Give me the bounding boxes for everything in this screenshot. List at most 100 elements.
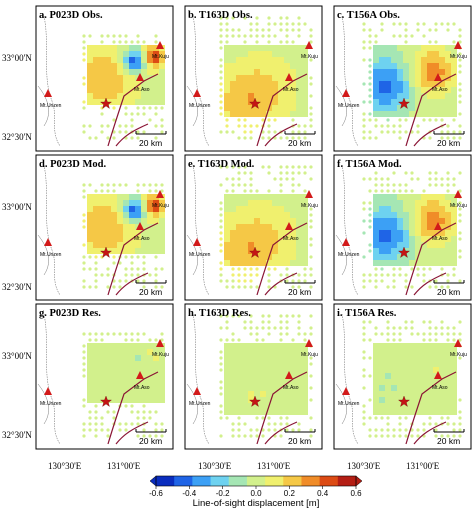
displacement-cell (302, 373, 308, 379)
displacement-point (255, 189, 259, 193)
displacement-cell (236, 397, 242, 403)
displacement-point (82, 267, 86, 271)
displacement-cell (224, 105, 230, 111)
displacement-point (386, 332, 390, 336)
displacement-point (118, 285, 122, 289)
panel-map (37, 313, 165, 445)
displacement-point (446, 338, 450, 342)
displacement-cell (373, 367, 379, 373)
panel-title: e. T163D Mod. (188, 159, 255, 170)
displacement-cell (272, 51, 278, 57)
displacement-cell (278, 391, 284, 397)
displacement-point (452, 40, 456, 44)
displacement-cell (230, 343, 236, 349)
displacement-cell (242, 57, 248, 63)
volcano-aso-icon (434, 222, 442, 230)
displacement-cell (242, 397, 248, 403)
scale-bar-label: 20 km (139, 287, 162, 297)
displacement-cell (439, 87, 445, 93)
displacement-cell (397, 87, 403, 93)
displacement-cell (296, 242, 302, 248)
displacement-point (82, 356, 86, 360)
displacement-point (458, 58, 462, 62)
displacement-cell (87, 391, 93, 397)
displacement-cell (260, 218, 266, 224)
displacement-point (458, 100, 462, 104)
displacement-point (124, 106, 128, 110)
displacement-point (142, 332, 146, 336)
displacement-point (404, 28, 408, 32)
displacement-point (154, 410, 158, 414)
displacement-cell (415, 194, 421, 200)
displacement-point (410, 428, 414, 432)
displacement-point (386, 422, 390, 426)
displacement-cell (254, 385, 260, 391)
displacement-cell (248, 200, 254, 206)
colorbar-tick-label: -0.2 (216, 489, 230, 498)
displacement-cell (290, 403, 296, 409)
displacement-point (458, 136, 462, 140)
displacement-point (285, 34, 289, 38)
displacement-point (219, 410, 223, 414)
displacement-cell (373, 93, 379, 99)
coastline-peninsula (186, 85, 198, 127)
displacement-cell (105, 57, 111, 63)
displacement-cell (290, 361, 296, 367)
displacement-cell (272, 194, 278, 200)
displacement-cell (147, 194, 153, 200)
displacement-cell (427, 224, 433, 230)
displacement-point (458, 207, 462, 211)
displacement-cell (409, 212, 415, 218)
displacement-cell (427, 242, 433, 248)
displacement-cell (278, 355, 284, 361)
displacement-cell (421, 373, 427, 379)
displacement-cell (248, 385, 254, 391)
displacement-cell (111, 361, 117, 367)
displacement-cell (397, 200, 403, 206)
displacement-cell (421, 379, 427, 385)
displacement-point (398, 118, 402, 122)
displacement-cell (445, 57, 451, 63)
displacement-point (446, 326, 450, 330)
displacement-point (225, 34, 229, 38)
displacement-point (309, 112, 313, 116)
displacement-point (279, 28, 283, 32)
displacement-cell (123, 236, 129, 242)
displacement-point (82, 195, 86, 199)
displacement-point (392, 171, 396, 175)
displacement-cell (266, 218, 272, 224)
displacement-point (279, 338, 283, 342)
displacement-point (428, 332, 432, 336)
displacement-cell (409, 409, 415, 415)
displacement-point (410, 285, 414, 289)
displacement-cell (266, 75, 272, 81)
displacement-cell (135, 343, 141, 349)
lat-label-row1-33: 33°00'N (2, 53, 32, 63)
displacement-cell (427, 355, 433, 361)
displacement-point (94, 332, 98, 336)
displacement-cell (451, 367, 457, 373)
displacement-cell (415, 343, 421, 349)
displacement-point (237, 314, 241, 318)
displacement-cell (254, 242, 260, 248)
displacement-point (255, 326, 259, 330)
displacement-cell (296, 254, 302, 260)
displacement-point (106, 410, 110, 414)
displacement-cell (111, 206, 117, 212)
displacement-cell (260, 391, 266, 397)
displacement-point (225, 338, 229, 342)
displacement-cell (397, 57, 403, 63)
fault-trace-2 (264, 421, 298, 445)
displacement-cell (93, 81, 99, 87)
displacement-cell (93, 391, 99, 397)
displacement-cell (451, 45, 457, 51)
displacement-cell (379, 349, 385, 355)
displacement-point (118, 124, 122, 128)
displacement-point (458, 28, 462, 32)
displacement-cell (427, 99, 433, 105)
displacement-cell (415, 224, 421, 230)
displacement-point (386, 183, 390, 187)
displacement-cell (385, 230, 391, 236)
displacement-cell (397, 403, 403, 409)
